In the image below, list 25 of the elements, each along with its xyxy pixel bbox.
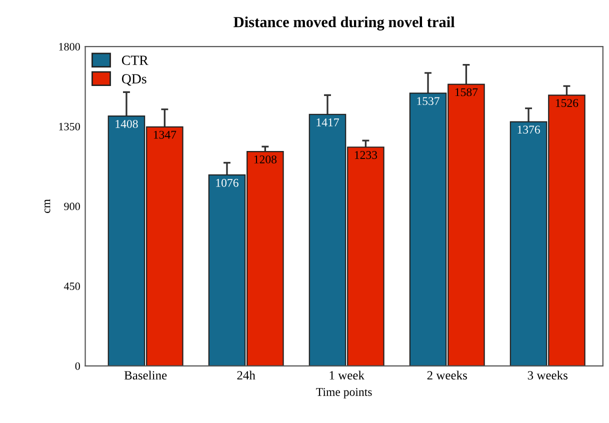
data-label: 1417 [316,118,339,126]
data-label: 1208 [254,155,277,164]
data-label: 1408 [116,120,138,128]
x-tick-label: 3 weeks [528,370,568,380]
legend-label: CTR [122,56,148,65]
x-axis-title: Time points [316,388,372,398]
y-tick-label: 900 [64,202,80,210]
chart-title: Distance moved during novel trail [234,16,455,30]
y-tick-label: 450 [64,282,80,290]
y-tick-label: 1800 [59,42,80,50]
x-tick-label: 2 weeks [427,370,467,380]
data-label: 1347 [154,130,176,139]
y-tick-label: 1350 [59,122,80,130]
data-label: 1233 [354,151,378,159]
x-tick-label: Baseline [124,370,167,380]
data-label: 1587 [455,88,478,96]
data-label: 1076 [216,178,238,187]
y-axis-title: cm [44,199,50,213]
data-label: 1526 [556,99,578,107]
x-tick-label: 1 week [330,370,364,380]
data-label: 1376 [518,126,540,134]
y-tick-label: 0 [75,362,80,370]
x-tick-label: 24h [237,370,256,380]
legend-label: QDs [122,74,146,86]
data-label: 1537 [417,97,440,106]
